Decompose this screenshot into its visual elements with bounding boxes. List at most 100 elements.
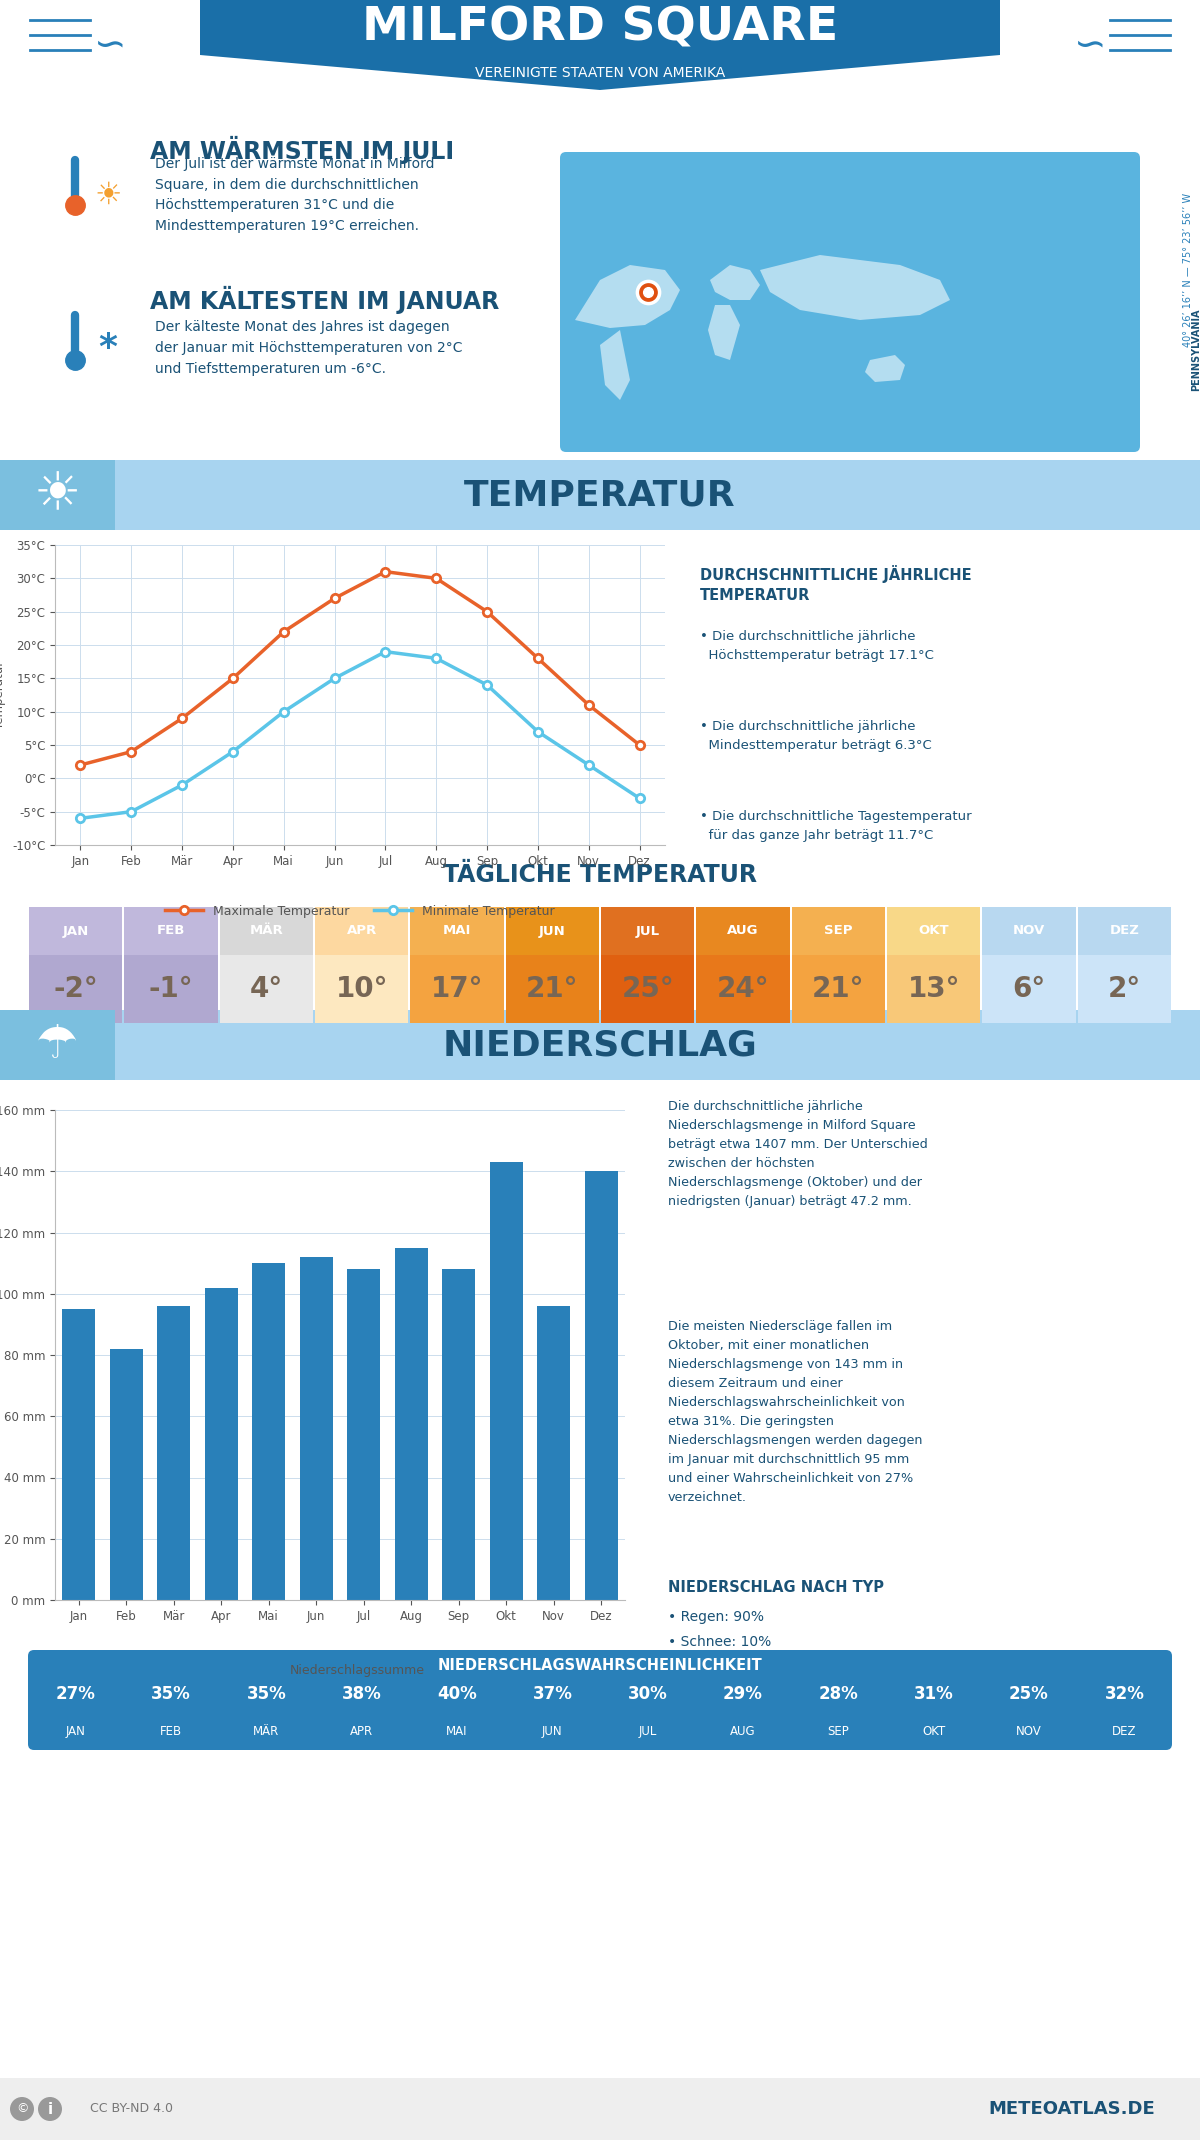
Text: -2°: -2° [53,976,98,1004]
Text: JAN: JAN [66,1725,85,1738]
Polygon shape [200,0,1000,90]
Text: Der Juli ist der wärmste Monat in Milford
Square, in dem die durchschnittlichen
: Der Juli ist der wärmste Monat in Milfor… [155,156,434,233]
Bar [0,1010,115,1081]
Bar [0,0,1200,60]
Text: ☀: ☀ [95,180,121,210]
Minimale Temperatur [582,751,596,777]
Line: Maximale Temperatur: Maximale Temperatur [77,567,643,768]
Text: NIEDERSCHLAGSWAHRSCHEINLICHKEIT: NIEDERSCHLAGSWAHRSCHEINLICHKEIT [438,1658,762,1673]
Text: PENNSYLVANIA: PENNSYLVANIA [1190,308,1200,392]
Maximale Temperatur [276,618,290,644]
Text: • Regen: 90%: • Regen: 90% [668,1609,764,1624]
Text: JUN: JUN [542,1725,563,1738]
Bar [300,1256,332,1601]
Text: 21°: 21° [526,976,578,1004]
Bar [696,954,790,1023]
Bar [983,907,1075,954]
Bar [792,954,886,1023]
Text: SEP: SEP [824,924,852,937]
Polygon shape [710,265,760,300]
Text: ∽: ∽ [94,26,126,64]
Minimale Temperatur [530,719,545,745]
Bar [601,954,695,1023]
Text: • Schnee: 10%: • Schnee: 10% [668,1635,772,1650]
Text: AM KÄLTESTEN IM JANUAR: AM KÄLTESTEN IM JANUAR [150,287,499,315]
Minimale Temperatur [328,666,342,691]
Bar [0,1010,1200,1081]
Minimale Temperatur [276,700,290,725]
Text: ☀: ☀ [34,469,80,520]
Minimale Temperatur [480,672,494,698]
Bar [109,1348,143,1601]
Y-axis label: Temperatur: Temperatur [0,661,6,730]
Text: -1°: -1° [149,976,193,1004]
Text: AM WÄRMSTEN IM JULI: AM WÄRMSTEN IM JULI [150,137,454,165]
Polygon shape [600,330,630,400]
Text: DURCHSCHNITTLICHE JÄHRLICHE
TEMPERATUR: DURCHSCHNITTLICHE JÄHRLICHE TEMPERATUR [700,565,972,603]
Text: DEZ: DEZ [1109,924,1139,937]
Bar [983,954,1075,1023]
Maximale Temperatur [175,706,190,732]
Maximale Temperatur [226,666,240,691]
Text: AUG: AUG [727,924,758,937]
Text: *: * [98,332,118,366]
Bar [220,907,313,954]
Maximale Temperatur [632,732,647,758]
Bar [792,907,886,954]
Bar [410,907,504,954]
Text: APR: APR [347,924,377,937]
Text: MAI: MAI [446,1725,468,1738]
Text: SEP: SEP [828,1725,850,1738]
Legend: Maximale Temperatur, Minimale Temperatur: Maximale Temperatur, Minimale Temperatur [161,899,559,922]
Text: ∽: ∽ [1074,26,1106,64]
Bar [584,1171,618,1601]
Minimale Temperatur [175,773,190,798]
Maximale Temperatur [378,559,392,584]
Bar [887,907,980,954]
Bar [205,1288,238,1601]
Text: 24°: 24° [716,976,769,1004]
Text: 10°: 10° [336,976,388,1004]
Legend: Niederschlagssumme: Niederschlagssumme [250,1658,430,1682]
Bar [0,460,115,531]
Text: 37%: 37% [533,1684,572,1703]
Text: VEREINIGTE STAATEN VON AMERIKA: VEREINIGTE STAATEN VON AMERIKA [475,66,725,79]
FancyBboxPatch shape [560,152,1140,452]
Text: • Die durchschnittliche jährliche
  Höchsttemperatur beträgt 17.1°C: • Die durchschnittliche jährliche Höchst… [700,629,934,661]
Text: NOV: NOV [1013,924,1045,937]
Bar [1078,907,1171,954]
Text: 21°: 21° [812,976,864,1004]
Text: OKT: OKT [918,924,949,937]
Text: DEZ: DEZ [1112,1725,1136,1738]
Text: 32%: 32% [1104,1684,1145,1703]
Text: JUL: JUL [638,1725,656,1738]
Text: 25°: 25° [622,976,674,1004]
Minimale Temperatur [378,640,392,666]
Text: 4°: 4° [250,976,283,1004]
Text: Die durchschnittliche jährliche
Niederschlagsmenge in Milford Square
beträgt etw: Die durchschnittliche jährliche Niedersc… [668,1100,928,1207]
Text: CC BY-ND 4.0: CC BY-ND 4.0 [90,2101,173,2116]
Text: 6°: 6° [1013,976,1045,1004]
Minimale Temperatur [226,738,240,764]
Text: MILFORD SQUARE: MILFORD SQUARE [362,6,838,51]
Bar [125,954,217,1023]
Polygon shape [760,255,950,321]
Text: 2°: 2° [1108,976,1141,1004]
Text: METEOATLAS.DE: METEOATLAS.DE [989,2099,1154,2119]
Bar [314,907,408,954]
Maximale Temperatur [328,586,342,612]
Minimale Temperatur [124,798,138,824]
Bar [0,460,1200,531]
Polygon shape [865,355,905,383]
Bar [505,907,599,954]
Bar [220,954,313,1023]
Text: AUG: AUG [730,1725,756,1738]
Bar [601,907,695,954]
Text: NIEDERSCHLAG NACH TYP: NIEDERSCHLAG NACH TYP [668,1579,884,1594]
Text: OKT: OKT [922,1725,946,1738]
Circle shape [38,2097,62,2121]
Text: JUL: JUL [636,924,660,937]
Maximale Temperatur [582,691,596,717]
Text: ©: © [16,2101,29,2116]
Text: 40° 26’ 16’’ N — 75° 23’ 56’’ W: 40° 26’ 16’’ N — 75° 23’ 56’’ W [1183,193,1193,347]
